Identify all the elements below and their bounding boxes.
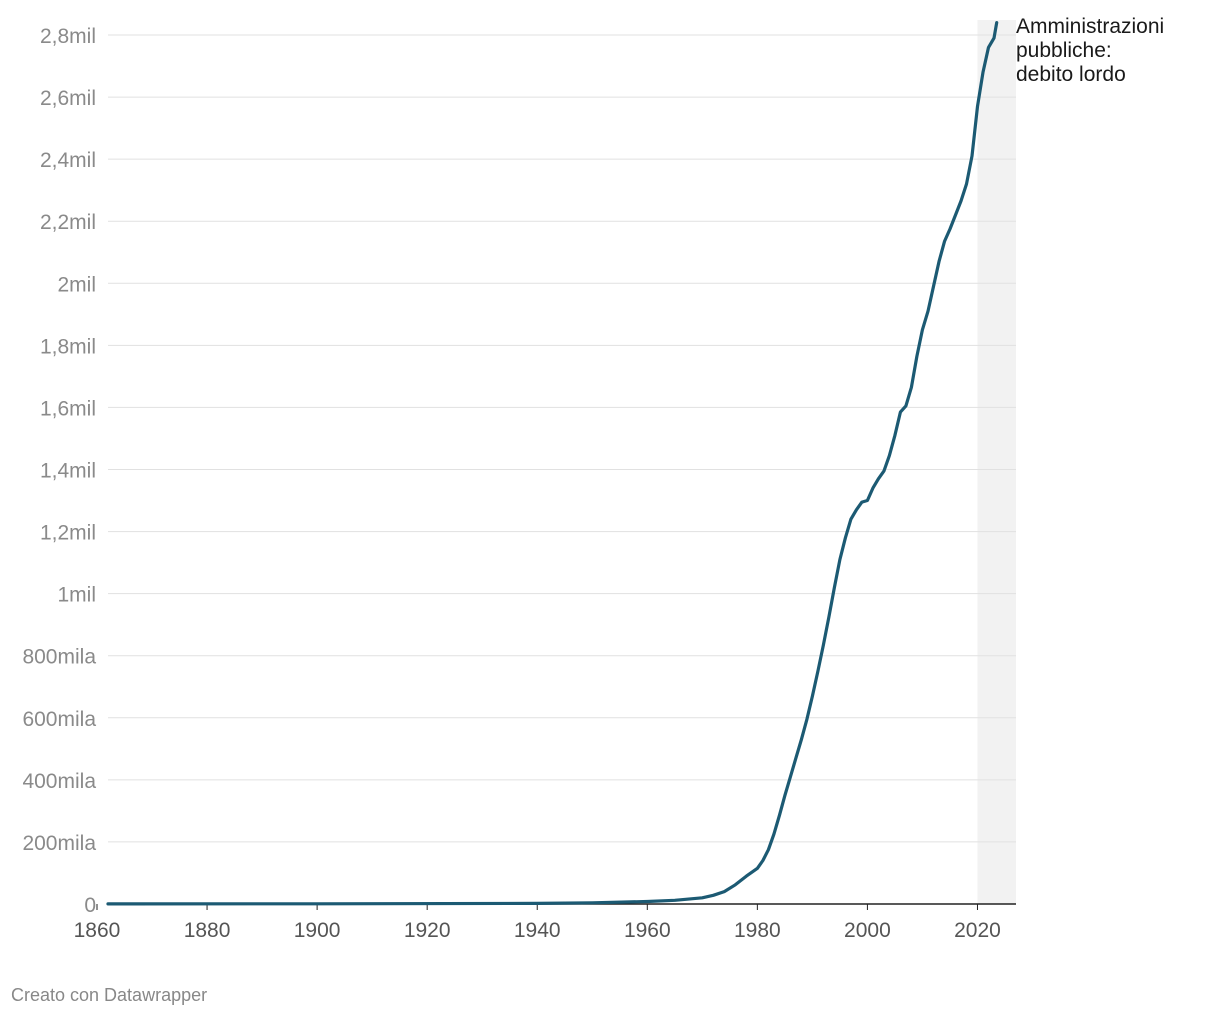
y-axis-ticks: 0 200mila 400mila 600mila 800mila 1mil 1,2mil 1… — [22, 25, 96, 917]
y-tick-label: 2,6mil — [40, 87, 96, 110]
x-tick-label: 1980 — [734, 919, 781, 942]
x-tick-label: 1920 — [404, 919, 451, 942]
y-tick-label: 2,2mil — [40, 211, 96, 234]
y-tick-label: 2mil — [57, 273, 96, 296]
x-tick-label: 2020 — [954, 919, 1001, 942]
series-label-line: pubbliche: — [1016, 39, 1112, 62]
x-tick-label: 1880 — [184, 919, 231, 942]
x-tick-label: 1940 — [514, 919, 561, 942]
gridlines — [108, 34, 1016, 843]
footer-credit: Creato con Datawrapper — [11, 985, 208, 1005]
y-tick-label: 1mil — [57, 584, 96, 607]
y-tick-label: 1,8mil — [40, 335, 96, 358]
y-tick-label: 1,4mil — [40, 460, 96, 483]
debt-line-chart: 0 200mila 400mila 600mila 800mila 1mil 1,2mil 1… — [22, 15, 1164, 942]
series-label-line: debito lordo — [1016, 63, 1126, 86]
y-tick-label: 200mila — [22, 832, 96, 855]
y-tick-label: 400mila — [22, 770, 96, 793]
series-line-debito-lordo — [106, 21, 999, 906]
y-tick-label: 600mila — [22, 708, 96, 731]
x-tick-label: 1900 — [294, 919, 341, 942]
series-label-line: Amministrazioni — [1016, 15, 1164, 38]
y-tick-label: 0 — [84, 894, 96, 917]
y-tick-label: 2,8mil — [40, 25, 96, 48]
highlight-band — [977, 20, 1016, 904]
x-tick-label: 2000 — [844, 919, 891, 942]
x-tick-label: 1960 — [624, 919, 671, 942]
series-label: Amministrazioni pubbliche: debito lordo — [1016, 15, 1164, 86]
y-tick-label: 800mila — [22, 646, 96, 669]
y-tick-label: 1,2mil — [40, 522, 96, 545]
x-axis-ticks: 1860 1880 1900 1920 1940 1960 1980 2000 2020 — [74, 904, 1001, 942]
y-tick-label: 2,4mil — [40, 149, 96, 172]
y-tick-label: 1,6mil — [40, 397, 96, 420]
x-tick-label: 1860 — [74, 919, 121, 942]
